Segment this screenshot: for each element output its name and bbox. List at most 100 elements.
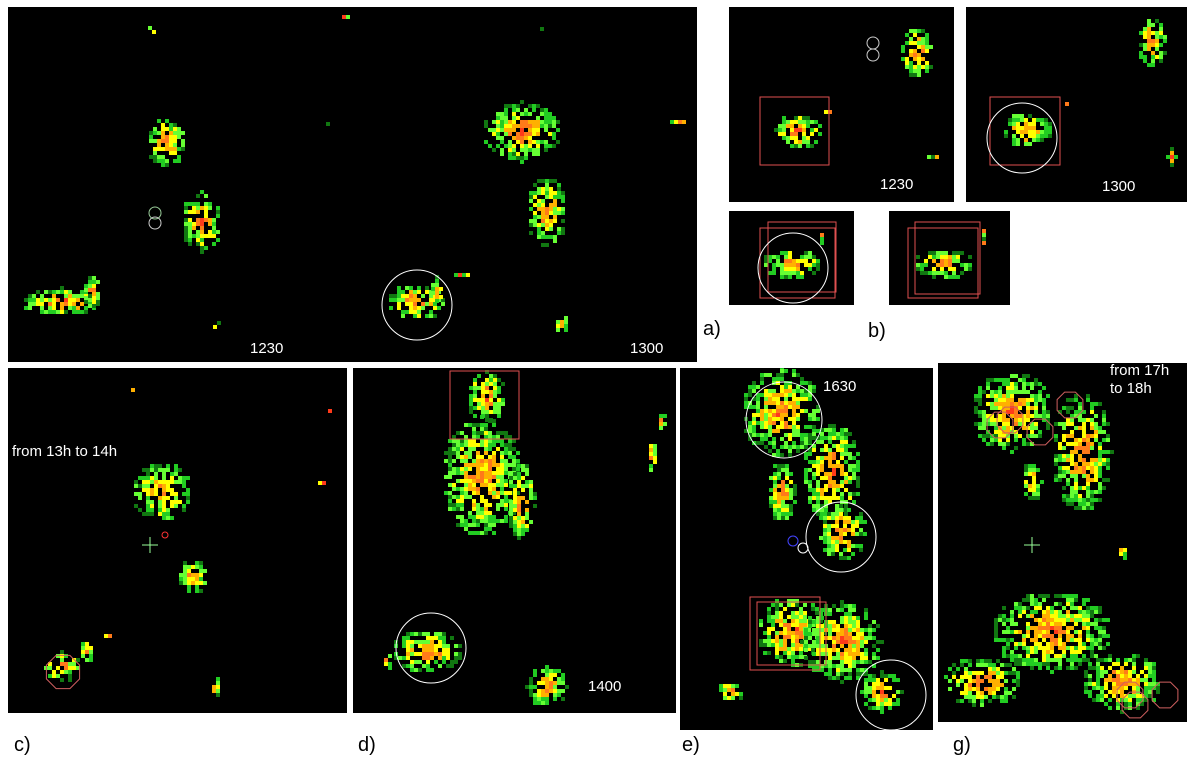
panel-label: g) (953, 734, 971, 757)
echo-cell (784, 393, 788, 397)
echo-cell (792, 373, 796, 377)
echo-cell (764, 389, 768, 393)
echo-cell (976, 659, 980, 663)
echo-cell (1050, 606, 1054, 610)
echo-cell (804, 452, 808, 456)
echo-cell (1086, 398, 1090, 402)
echo-cell (1042, 386, 1046, 390)
echo-cell (824, 448, 828, 452)
echo-cell (520, 120, 524, 124)
echo-cell (1088, 674, 1092, 678)
echo-cell (476, 487, 480, 491)
echo-cell (174, 496, 178, 500)
echo-cell (1136, 698, 1140, 702)
echo-cell (1070, 442, 1074, 446)
echo-cell (1022, 642, 1026, 646)
echo-cell (504, 132, 508, 136)
echo-cell (153, 155, 157, 159)
echo-cell (1102, 410, 1106, 414)
echo-cell (796, 373, 800, 377)
echo-cell (848, 676, 852, 680)
echo-cell (799, 655, 803, 659)
echo-cell (157, 147, 161, 151)
echo-cell (1144, 686, 1148, 690)
track-octagon (1152, 682, 1178, 708)
echo-cell (1082, 622, 1086, 626)
echo-cell (799, 619, 803, 623)
echo-cell (509, 524, 513, 528)
echo-cell (528, 124, 532, 128)
echo-cell (32, 302, 36, 306)
time-caption: 1230 (250, 340, 283, 358)
echo-cell (808, 484, 812, 488)
echo-cell (812, 409, 816, 413)
echo-cell (413, 294, 417, 298)
echo-cell (533, 697, 537, 701)
echo-cell (402, 636, 406, 640)
echo-cell (832, 624, 836, 628)
echo-cell (438, 632, 442, 636)
echo-cell (1024, 138, 1028, 142)
echo-cell (1082, 466, 1086, 470)
echo-cell (398, 656, 402, 660)
echo-cell (1034, 646, 1038, 650)
echo-cell (1124, 674, 1128, 678)
echo-cell (456, 467, 460, 471)
echo-cell (1070, 634, 1074, 638)
echo-cell (1090, 478, 1094, 482)
echo-cell (413, 306, 417, 310)
echo-cell (832, 664, 836, 668)
echo-cell (549, 223, 553, 227)
echo-cell (998, 386, 1002, 390)
echo-cell (1014, 654, 1018, 658)
echo-cell (839, 532, 843, 536)
echo-cell (816, 409, 820, 413)
echo-cell (1038, 398, 1042, 402)
echo-cell (85, 658, 89, 662)
echo-cell (1070, 450, 1074, 454)
echo-cell (548, 132, 552, 136)
echo-cell (1040, 122, 1044, 126)
echo-cell (773, 512, 777, 516)
echo-cell (1094, 430, 1098, 434)
echo-cell (496, 483, 500, 487)
echo-cell (892, 678, 896, 682)
echo-cell (1108, 690, 1112, 694)
echo-cell (476, 511, 480, 515)
echo-cell (844, 452, 848, 456)
echo-cell (968, 663, 972, 667)
echo-cell (844, 428, 848, 432)
echo-cell (1062, 654, 1066, 658)
echo-cell (1058, 478, 1062, 482)
echo-cell (780, 393, 784, 397)
echo-cell (1082, 618, 1086, 622)
echo-cell (513, 496, 517, 500)
echo-cell (549, 669, 553, 673)
echo-cell (816, 492, 820, 496)
echo-cell (852, 660, 856, 664)
echo-cell (525, 484, 529, 488)
echo-cell (828, 448, 832, 452)
echo-cell (773, 508, 777, 512)
echo-cell (536, 124, 540, 128)
echo-cell (976, 675, 980, 679)
echo-cell (835, 528, 839, 532)
echo-cell (913, 57, 917, 61)
echo-cell (649, 448, 653, 452)
echo-cell (771, 623, 775, 627)
echo-cell (512, 144, 516, 148)
echo-cell (1032, 130, 1036, 134)
echo-cell (1139, 51, 1143, 55)
echo-cell (489, 390, 493, 394)
echo-cell (533, 496, 537, 500)
echo-cell (488, 475, 492, 479)
echo-cell (964, 675, 968, 679)
echo-cell (1024, 480, 1028, 484)
echo-cell (843, 528, 847, 532)
echo-cell (803, 623, 807, 627)
echo-cell (438, 644, 442, 648)
echo-cell (468, 495, 472, 499)
echo-cell (1078, 454, 1082, 458)
echo-cell (439, 287, 443, 291)
echo-cell (1026, 606, 1030, 610)
